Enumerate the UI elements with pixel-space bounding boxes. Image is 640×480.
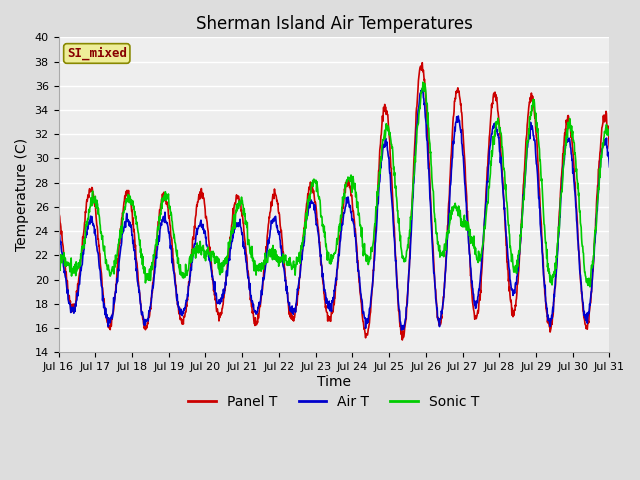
Sonic T [605,130,613,135]
Air T [419,86,426,92]
Sonic T [586,284,594,290]
Panel T [239,215,246,220]
Y-axis label: Temperature (C): Temperature (C) [15,138,29,252]
Air T [420,102,428,108]
Air T [397,327,405,333]
Sonic T [239,202,246,207]
Panel T [605,145,613,151]
Sonic T [419,79,427,85]
Air T [177,306,185,312]
Legend: Panel T, Air T, Sonic T: Panel T, Air T, Sonic T [183,389,485,415]
Air T [54,235,62,241]
Panel T [399,337,406,343]
Sonic T [420,83,428,88]
Air T [605,164,613,170]
Line: Sonic T: Sonic T [58,82,609,287]
X-axis label: Time: Time [317,375,351,389]
Panel T [177,315,185,321]
Line: Panel T: Panel T [58,63,609,340]
Air T [541,285,548,291]
Air T [492,121,500,127]
Panel T [541,290,548,296]
Sonic T [177,272,185,278]
Panel T [492,98,500,104]
Sonic T [541,222,548,228]
Sonic T [54,251,62,257]
Panel T [419,60,426,66]
Text: SI_mixed: SI_mixed [67,47,127,60]
Panel T [164,204,172,210]
Line: Air T: Air T [58,89,609,330]
Air T [164,223,172,228]
Title: Sherman Island Air Temperatures: Sherman Island Air Temperatures [196,15,472,33]
Air T [239,232,246,238]
Sonic T [164,196,172,202]
Sonic T [492,119,500,125]
Panel T [54,203,62,209]
Panel T [420,77,428,83]
